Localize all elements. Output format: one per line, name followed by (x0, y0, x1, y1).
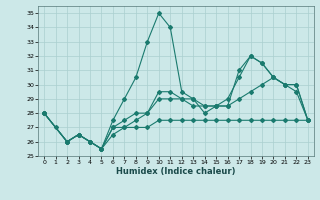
X-axis label: Humidex (Indice chaleur): Humidex (Indice chaleur) (116, 167, 236, 176)
